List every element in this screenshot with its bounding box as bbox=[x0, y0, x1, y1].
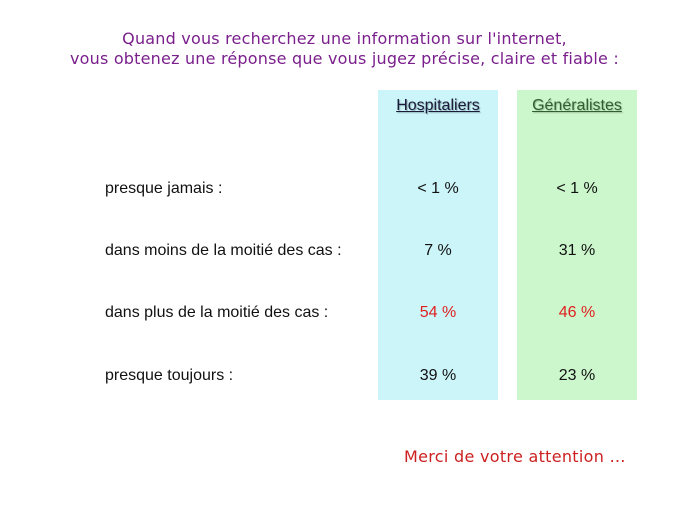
slide-title-line-2: vous obtenez une réponse que vous jugez … bbox=[70, 49, 619, 68]
generalistes-value-moins-moitie: 31 % bbox=[558, 242, 596, 259]
generalistes-column-header: Généralistes bbox=[532, 97, 622, 114]
hospitaliers-column-background bbox=[378, 90, 498, 400]
generalistes-value-presque-toujours: 23 % bbox=[558, 367, 596, 384]
row-label-presque-jamais: presque jamais : bbox=[105, 180, 223, 197]
closing-message: Merci de votre attention … bbox=[404, 447, 626, 466]
generalistes-value-presque-jamais: < 1 % bbox=[556, 180, 598, 197]
row-label-moins-moitie: dans moins de la moitié des cas : bbox=[105, 242, 342, 259]
hospitaliers-column-header: Hospitaliers bbox=[396, 97, 480, 114]
slide-title-line-1: Quand vous recherchez une information su… bbox=[122, 29, 567, 48]
hospitaliers-value-presque-toujours: 39 % bbox=[419, 367, 457, 384]
generalistes-column-background bbox=[517, 90, 637, 400]
hospitaliers-value-plus-moitie: 54 % bbox=[419, 304, 457, 321]
row-label-plus-moitie: dans plus de la moitié des cas : bbox=[105, 304, 329, 321]
hospitaliers-value-moins-moitie: 7 % bbox=[424, 242, 452, 259]
hospitaliers-value-presque-jamais: < 1 % bbox=[417, 180, 459, 197]
generalistes-value-plus-moitie: 46 % bbox=[558, 304, 596, 321]
row-label-presque-toujours: presque toujours : bbox=[105, 367, 234, 384]
